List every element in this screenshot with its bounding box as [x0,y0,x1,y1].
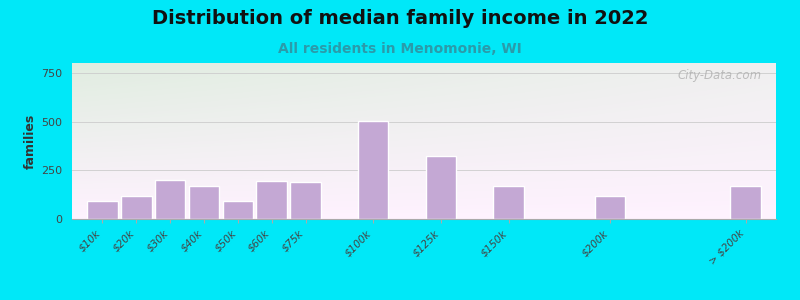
Bar [155,180,186,219]
Bar [494,186,524,219]
Bar [121,196,151,219]
Text: All residents in Menomonie, WI: All residents in Menomonie, WI [278,42,522,56]
Bar [222,202,253,219]
Bar [189,186,219,219]
Bar [595,196,626,219]
Bar [358,121,389,219]
Bar [730,186,761,219]
Bar [257,181,287,219]
Text: Distribution of median family income in 2022: Distribution of median family income in … [152,9,648,28]
Bar [290,182,321,219]
Bar [87,202,118,219]
Text: City-Data.com: City-Data.com [678,69,762,82]
Bar [426,156,456,219]
Y-axis label: families: families [24,113,37,169]
